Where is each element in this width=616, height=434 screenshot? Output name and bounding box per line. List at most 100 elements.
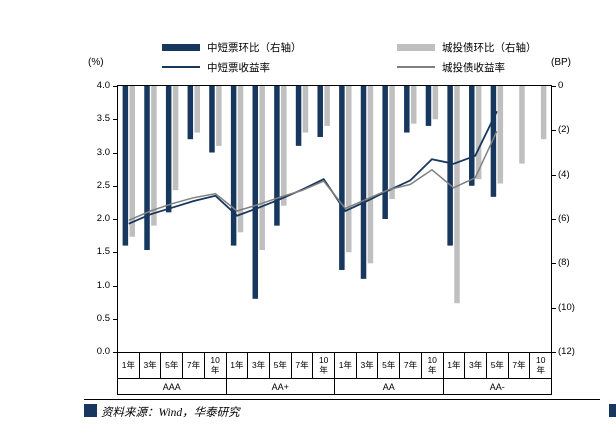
right-axis-unit: (BP) (551, 57, 571, 68)
legend-bar-swatch-navy (162, 43, 200, 51)
footer-divider (84, 399, 600, 400)
tenor-label: 5年 (161, 353, 184, 378)
bar-mtn-change (144, 86, 150, 251)
bar-mtn-change (165, 86, 172, 213)
right-axis-tickmark (552, 352, 556, 353)
left-axis-tickmark (113, 285, 117, 287)
right-axis-tickmark (552, 307, 556, 309)
left-axis-tick-label: 0.5 (96, 312, 110, 324)
bar-mtn-change (360, 86, 367, 279)
bar-mtn-change (122, 86, 129, 246)
bar-mtn-change (295, 86, 302, 146)
tenor-label: 3年 (465, 353, 487, 378)
x-axis-labels: 1年 3年 5年 7年 10 年 1年 3年 5年 7年 10 年 1年 3年 5年 7年 10 年 1年 3年… (117, 352, 552, 395)
left-axis-tickmark (113, 352, 117, 353)
right-axis-tickmark (552, 219, 556, 220)
legend-line-swatch-gray (397, 66, 435, 68)
rating-group-label: AAA (118, 379, 227, 394)
bar-chengtou-change (302, 86, 309, 133)
legend-label-mtn-change: 中短票环比（右轴） (207, 41, 302, 54)
tenor-label: 10 年 (205, 353, 227, 378)
bar-chengtou-change (540, 86, 547, 140)
bar-mtn-change (209, 86, 215, 153)
rating-group-label: AA (335, 379, 444, 394)
bar-chengtou-change (281, 86, 287, 206)
bar-mtn-change (382, 86, 388, 219)
rating-group-label: AA+ (227, 379, 335, 394)
tenor-label: 1年 (118, 353, 140, 378)
tenor-label: 10 年 (313, 353, 336, 378)
tenor-label: 7年 (509, 353, 531, 378)
left-axis-tick-label: 2.5 (96, 179, 110, 191)
left-axis-tickmark (113, 185, 117, 187)
bar-mtn-change (425, 86, 432, 126)
tenor-label: 5年 (270, 353, 292, 378)
bar-chengtou-change (519, 86, 525, 164)
left-axis-tick-label: 3.5 (96, 113, 110, 125)
tenor-label: 3年 (140, 353, 162, 378)
left-axis-unit: (%) (88, 57, 104, 68)
right-axis-tick-label: (8) (558, 257, 570, 269)
bar-chengtou-change (151, 86, 157, 226)
left-axis-tickmark (113, 86, 117, 87)
legend-line-swatch-navy (162, 66, 200, 68)
left-axis-tickmark (113, 318, 117, 320)
left-axis-tickmark (113, 119, 117, 121)
chart-canvas (122, 86, 547, 304)
bar-chengtou-change (346, 86, 352, 253)
left-axis-tick-label: 2.0 (96, 213, 110, 224)
tenor-label: 7年 (400, 353, 422, 378)
bar-mtn-change (274, 86, 280, 226)
right-axis-tick-label: (2) (558, 124, 570, 136)
source-text: 资料来源：Wind，华泰研究 (101, 407, 240, 419)
bar-chengtou-change (172, 86, 179, 191)
bar-chengtou-change (216, 86, 222, 146)
bar-mtn-change (339, 86, 345, 270)
bar-mtn-change (447, 86, 453, 246)
bar-chengtou-change (475, 86, 482, 180)
line-mtn-yield (128, 110, 498, 225)
legend-label-mtn-yield: 中短票收益率 (207, 61, 270, 74)
legend-label-chengtou-yield: 城投债收益率 (442, 61, 505, 74)
bar-chengtou-change (410, 86, 417, 124)
bar-chengtou-change (237, 86, 244, 233)
right-axis-tickmark (552, 263, 556, 265)
tenor-label: 1年 (335, 353, 357, 378)
bar-chengtou-change (389, 86, 395, 200)
right-axis-tick-label: (12) (558, 346, 575, 357)
plot-area (117, 85, 552, 353)
line-chengtou-yield (128, 130, 498, 221)
left-axis-tick-label: 0.0 (96, 346, 110, 357)
bar-chengtou-change (432, 86, 439, 120)
legend-item-chengtou-change: 城投债环比（右轴） (397, 40, 537, 54)
rating-group-row: AAA AA+ AA AA- (118, 379, 551, 394)
bar-chengtou-change (259, 86, 265, 251)
legend-item-chengtou-yield: 城投债收益率 (397, 60, 505, 74)
tenor-label: 7年 (292, 353, 314, 378)
bar-mtn-change (187, 86, 194, 140)
tenor-label-row: 1年 3年 5年 7年 10 年 1年 3年 5年 7年 10 年 1年 3年 5年 7年 10 年 1年 3年… (118, 353, 551, 379)
left-axis-tick-label: 3.0 (96, 146, 110, 158)
tenor-label: 7年 (183, 353, 205, 378)
tenor-label: 5年 (487, 353, 509, 378)
footer-right-square (609, 404, 616, 417)
tenor-label: 1年 (227, 353, 249, 378)
rating-group-label: AA- (489, 381, 505, 392)
bar-mtn-change (317, 86, 323, 137)
tenor-label: 5年 (378, 353, 401, 378)
tenor-label: 10 年 (422, 353, 444, 378)
bar-chengtou-change (367, 86, 374, 264)
left-axis-tick-label: 1.0 (96, 279, 110, 291)
legend-bar-swatch-gray (397, 43, 435, 51)
bar-mtn-change (490, 86, 497, 197)
tenor-label: 1年 (444, 353, 466, 378)
bar-mtn-change (230, 86, 237, 246)
right-axis-tickmark (552, 174, 556, 176)
bar-chengtou-change (454, 86, 460, 304)
tenor-label: 3年 (248, 353, 270, 378)
bar-chengtou-change (324, 86, 330, 126)
right-axis-tickmark (552, 130, 556, 132)
legend-label-chengtou-change: 城投债环比（右轴） (442, 41, 537, 54)
bar-mtn-change (252, 86, 259, 299)
